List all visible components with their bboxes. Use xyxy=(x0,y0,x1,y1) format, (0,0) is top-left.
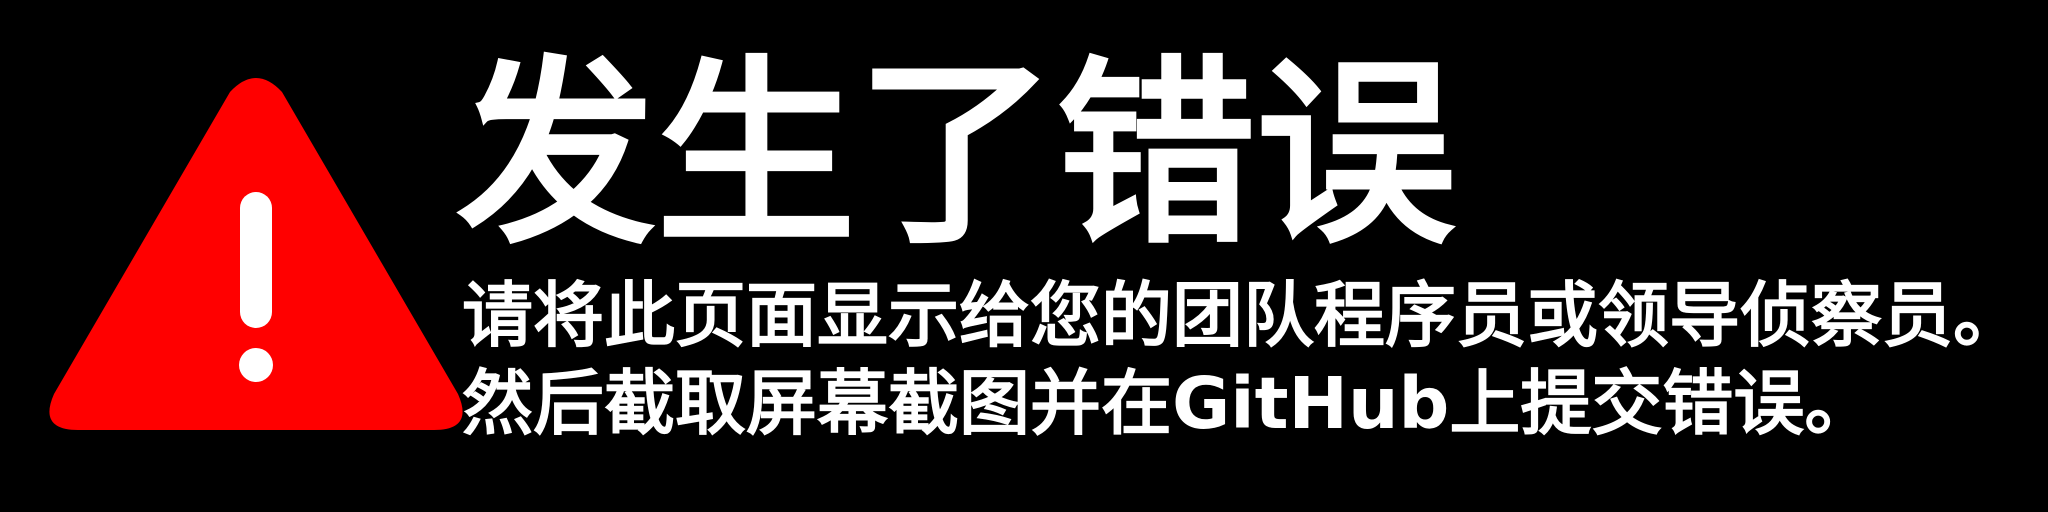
error-title: 发生了错误 xyxy=(456,39,1457,272)
exclamation-dot xyxy=(239,348,273,382)
error-message: 请将此页面显示给您的团队程序员或领导侦察员。然后截取屏幕截图并在GitHub上提… xyxy=(462,274,2025,445)
warning-triangle-icon xyxy=(49,78,463,430)
exclamation-bar xyxy=(240,192,272,328)
